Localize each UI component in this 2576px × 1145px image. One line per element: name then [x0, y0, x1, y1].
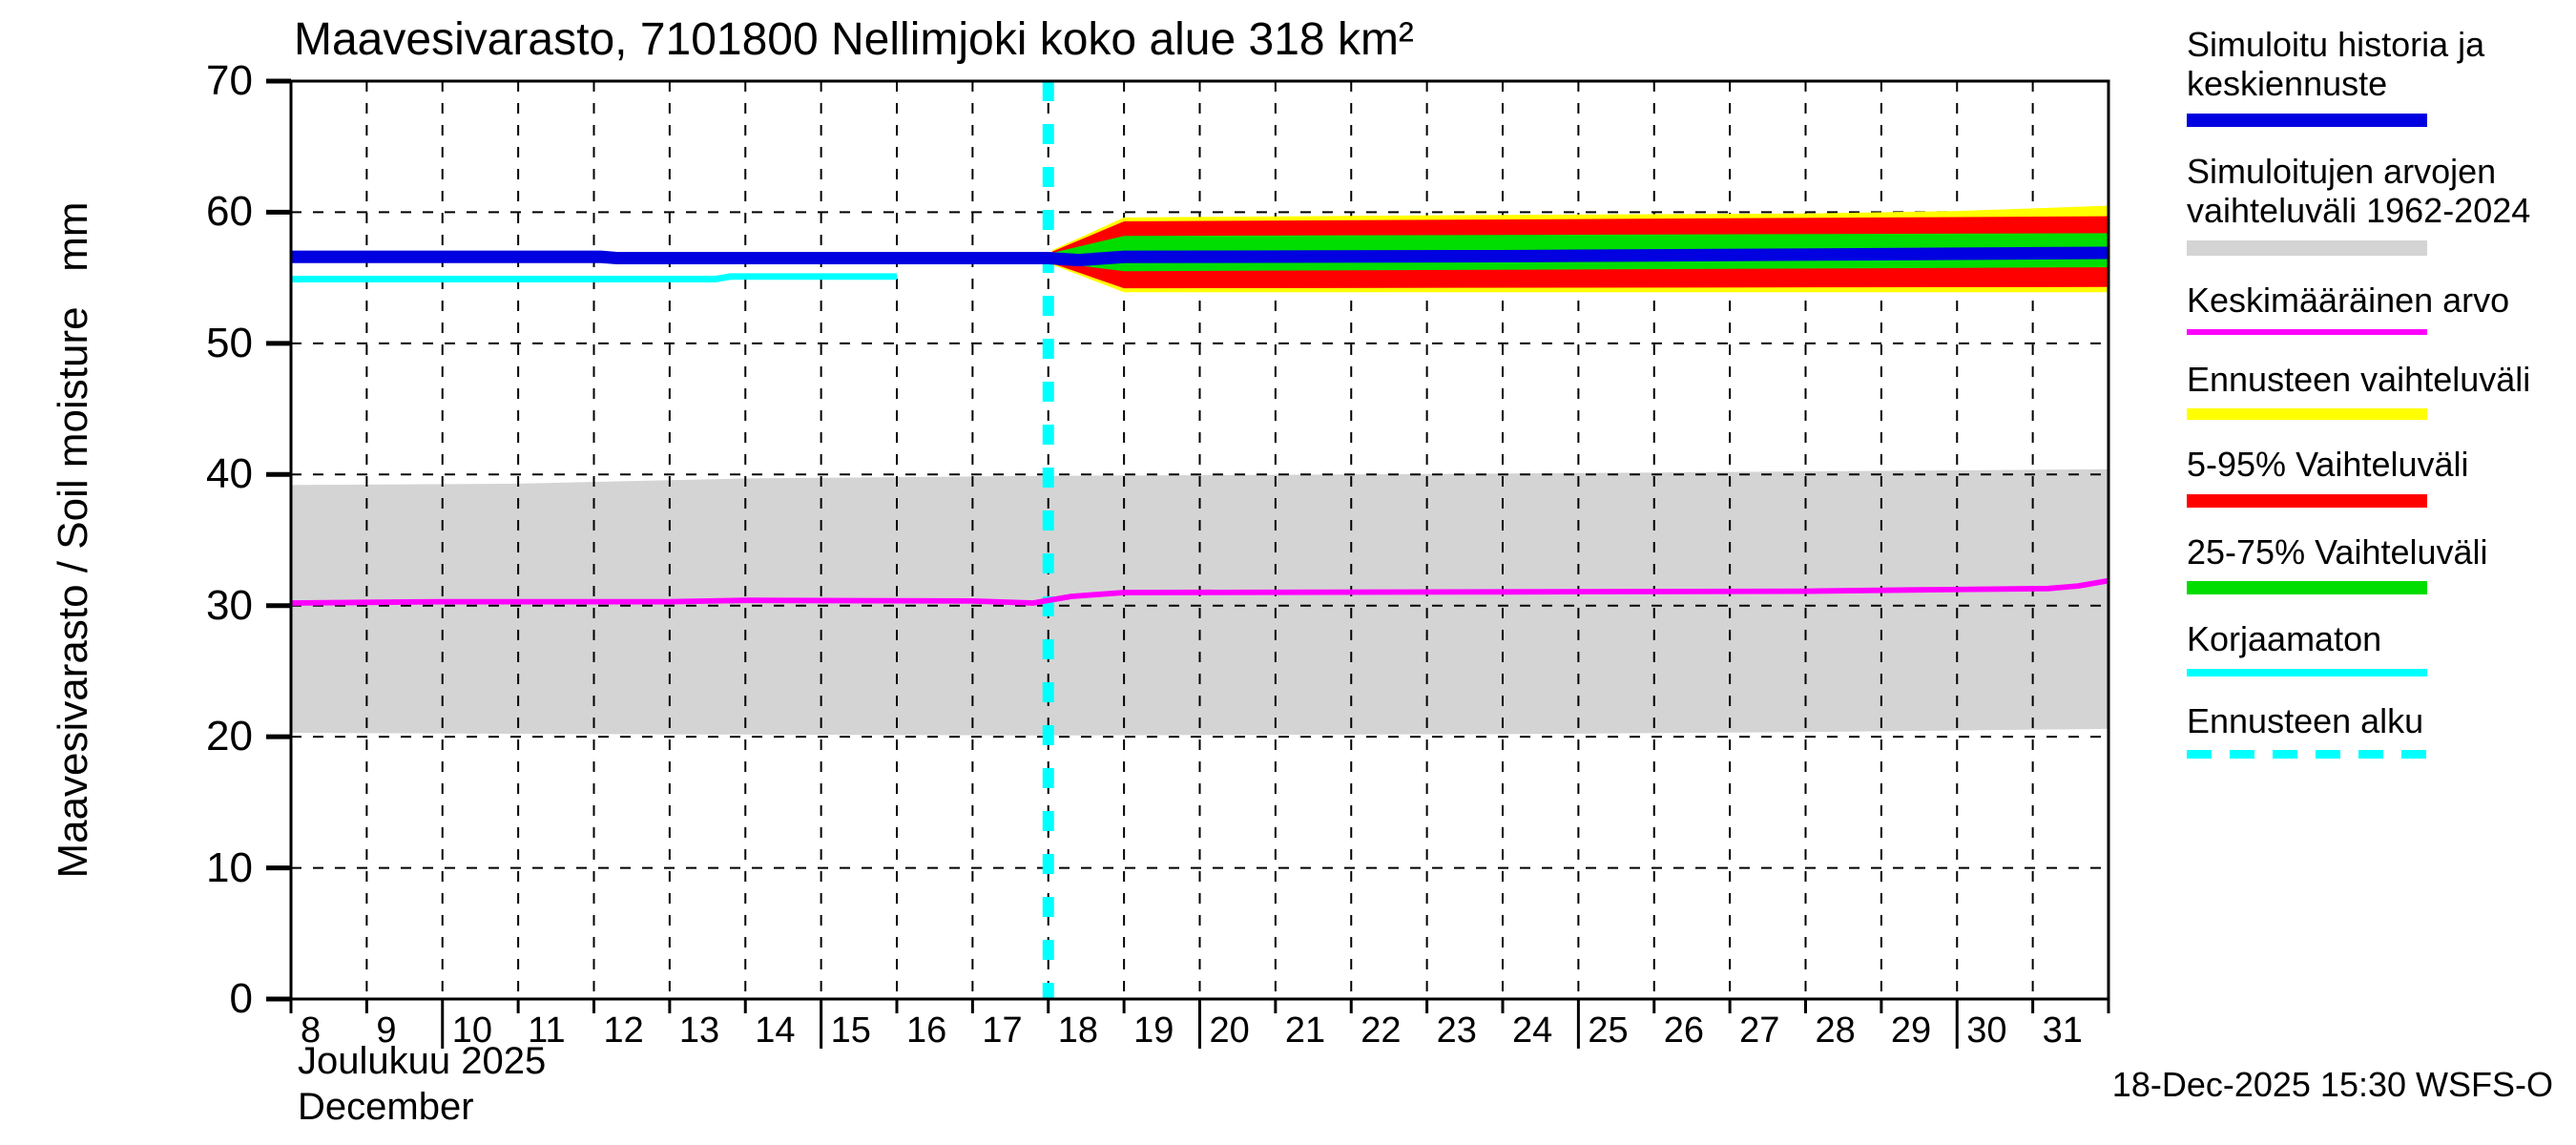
legend-item-5-95-range: 5-95% Vaihteluväli — [2187, 445, 2568, 508]
legend-sample-green-line — [2187, 581, 2427, 595]
legend-sample-blue-line — [2187, 113, 2427, 127]
legend-sample-yellow-line — [2187, 408, 2427, 421]
legend-label: Keskimääräinen arvo — [2187, 280, 2510, 320]
x-axis-month-label-fi: Joulukuu 2025 — [298, 1040, 547, 1082]
legend-item-average-value: Keskimääräinen arvo — [2187, 281, 2568, 335]
legend-label: Simuloitu historia ja keskiennuste — [2187, 25, 2485, 104]
legend-item-simulated-range: Simuloitujen arvojen vaihteluväli 1962-2… — [2187, 152, 2568, 256]
legend-label: Simuloitujen arvojen vaihteluväli 1962-2… — [2187, 151, 2531, 231]
legend-sample-cyan-dashed-line — [2187, 749, 2427, 759]
chart-title: Maavesivarasto, 7101800 Nellimjoki koko … — [294, 14, 1414, 65]
legend-label: 5-95% Vaihteluväli — [2187, 445, 2469, 485]
legend-item-forecast-range: Ennusteen vaihteluväli — [2187, 359, 2568, 421]
legend: Simuloitu historia ja keskiennuste Simul… — [2187, 25, 2568, 783]
legend-label: 25-75% Vaihteluväli — [2187, 531, 2488, 572]
x-axis-month-label-en: December — [298, 1086, 474, 1128]
legend-label: Korjaamaton — [2187, 619, 2382, 659]
timestamp: 18-Dec-2025 15:30 WSFS-O — [2111, 1065, 2553, 1104]
legend-sample-magenta-line — [2187, 328, 2427, 335]
legend-item-forecast-start: Ennusteen alku — [2187, 701, 2568, 759]
legend-label: Ennusteen alku — [2187, 700, 2424, 740]
legend-label: Ennusteen vaihteluväli — [2187, 359, 2531, 399]
legend-sample-red-line — [2187, 493, 2427, 508]
legend-item-25-75-range: 25-75% Vaihteluväli — [2187, 531, 2568, 595]
legend-sample-cyan-line — [2187, 668, 2427, 677]
legend-item-uncorrected: Korjaamaton — [2187, 619, 2568, 677]
legend-item-simulated-history: Simuloitu historia ja keskiennuste — [2187, 25, 2568, 127]
legend-sample-gray-band — [2187, 239, 2427, 256]
